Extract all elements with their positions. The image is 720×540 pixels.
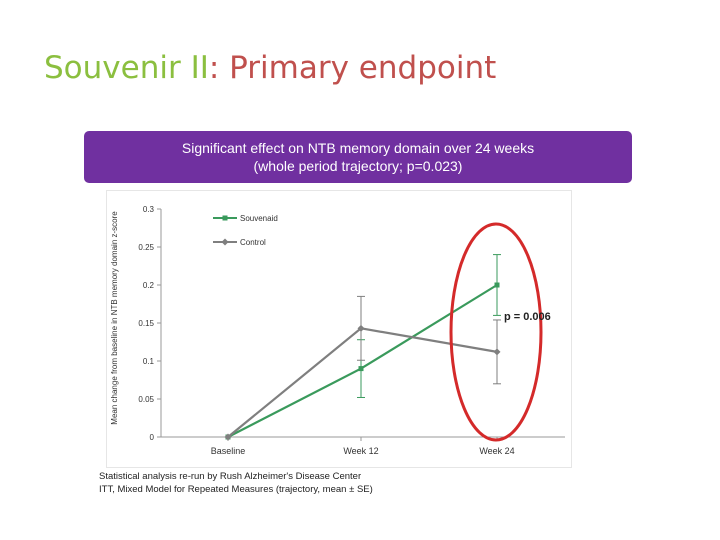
data-point-souvenaid <box>358 366 364 372</box>
footnote-line-2: ITT, Mixed Model for Repeated Measures (… <box>99 484 373 495</box>
slide-title: Souvenir II: Primary endpoint <box>44 50 496 86</box>
legend-marker-souvenaid <box>222 215 228 221</box>
footnote: Statistical analysis re-run by Rush Alzh… <box>99 470 373 496</box>
y-axis-ticks: 0 0.05 0.1 0.15 0.2 0.25 0.3 <box>138 205 161 442</box>
y-tick-label: 0.3 <box>143 205 155 214</box>
legend-label-souvenaid: Souvenaid <box>240 214 278 223</box>
chart-legend: Souvenaid Control <box>213 214 278 247</box>
y-axis-label: Mean change from baseline in NTB memory … <box>110 211 119 425</box>
chart-axes <box>160 209 565 438</box>
footnote-line-1: Statistical analysis re-run by Rush Alzh… <box>99 471 362 482</box>
series-line-souvenaid <box>227 284 498 438</box>
banner-line-1: Significant effect on NTB memory domain … <box>181 140 535 156</box>
x-tick-label: Baseline <box>211 446 246 456</box>
x-tick-label: Week 12 <box>343 446 378 456</box>
legend-marker-control <box>221 238 229 246</box>
title-study-name: Souvenir II <box>44 50 209 86</box>
x-axis-ticks: Baseline Week 12 Week 24 <box>211 437 515 456</box>
y-tick-label: 0.15 <box>138 319 154 328</box>
banner-line-2: (whole period trajectory; p=0.023) <box>253 158 463 174</box>
data-point-control <box>357 324 365 332</box>
chart-series <box>224 254 501 441</box>
data-point-control <box>224 433 232 441</box>
title-endpoint: : Primary endpoint <box>208 50 497 86</box>
highlight-ellipse <box>449 222 543 442</box>
y-tick-label: 0 <box>150 433 155 442</box>
x-tick-label: Week 24 <box>479 446 514 456</box>
y-tick-label: 0.2 <box>143 281 155 290</box>
chart-background <box>106 190 572 468</box>
y-tick-label: 0.05 <box>138 395 154 404</box>
y-tick-label: 0.1 <box>143 357 155 366</box>
data-point-control <box>493 348 501 356</box>
legend-label-control: Control <box>240 238 266 247</box>
p-value-annotation: p = 0.006 <box>504 311 551 323</box>
data-point-souvenaid <box>494 282 500 288</box>
result-banner: Significant effect on NTB memory domain … <box>84 131 632 183</box>
y-tick-label: 0.25 <box>138 243 154 252</box>
